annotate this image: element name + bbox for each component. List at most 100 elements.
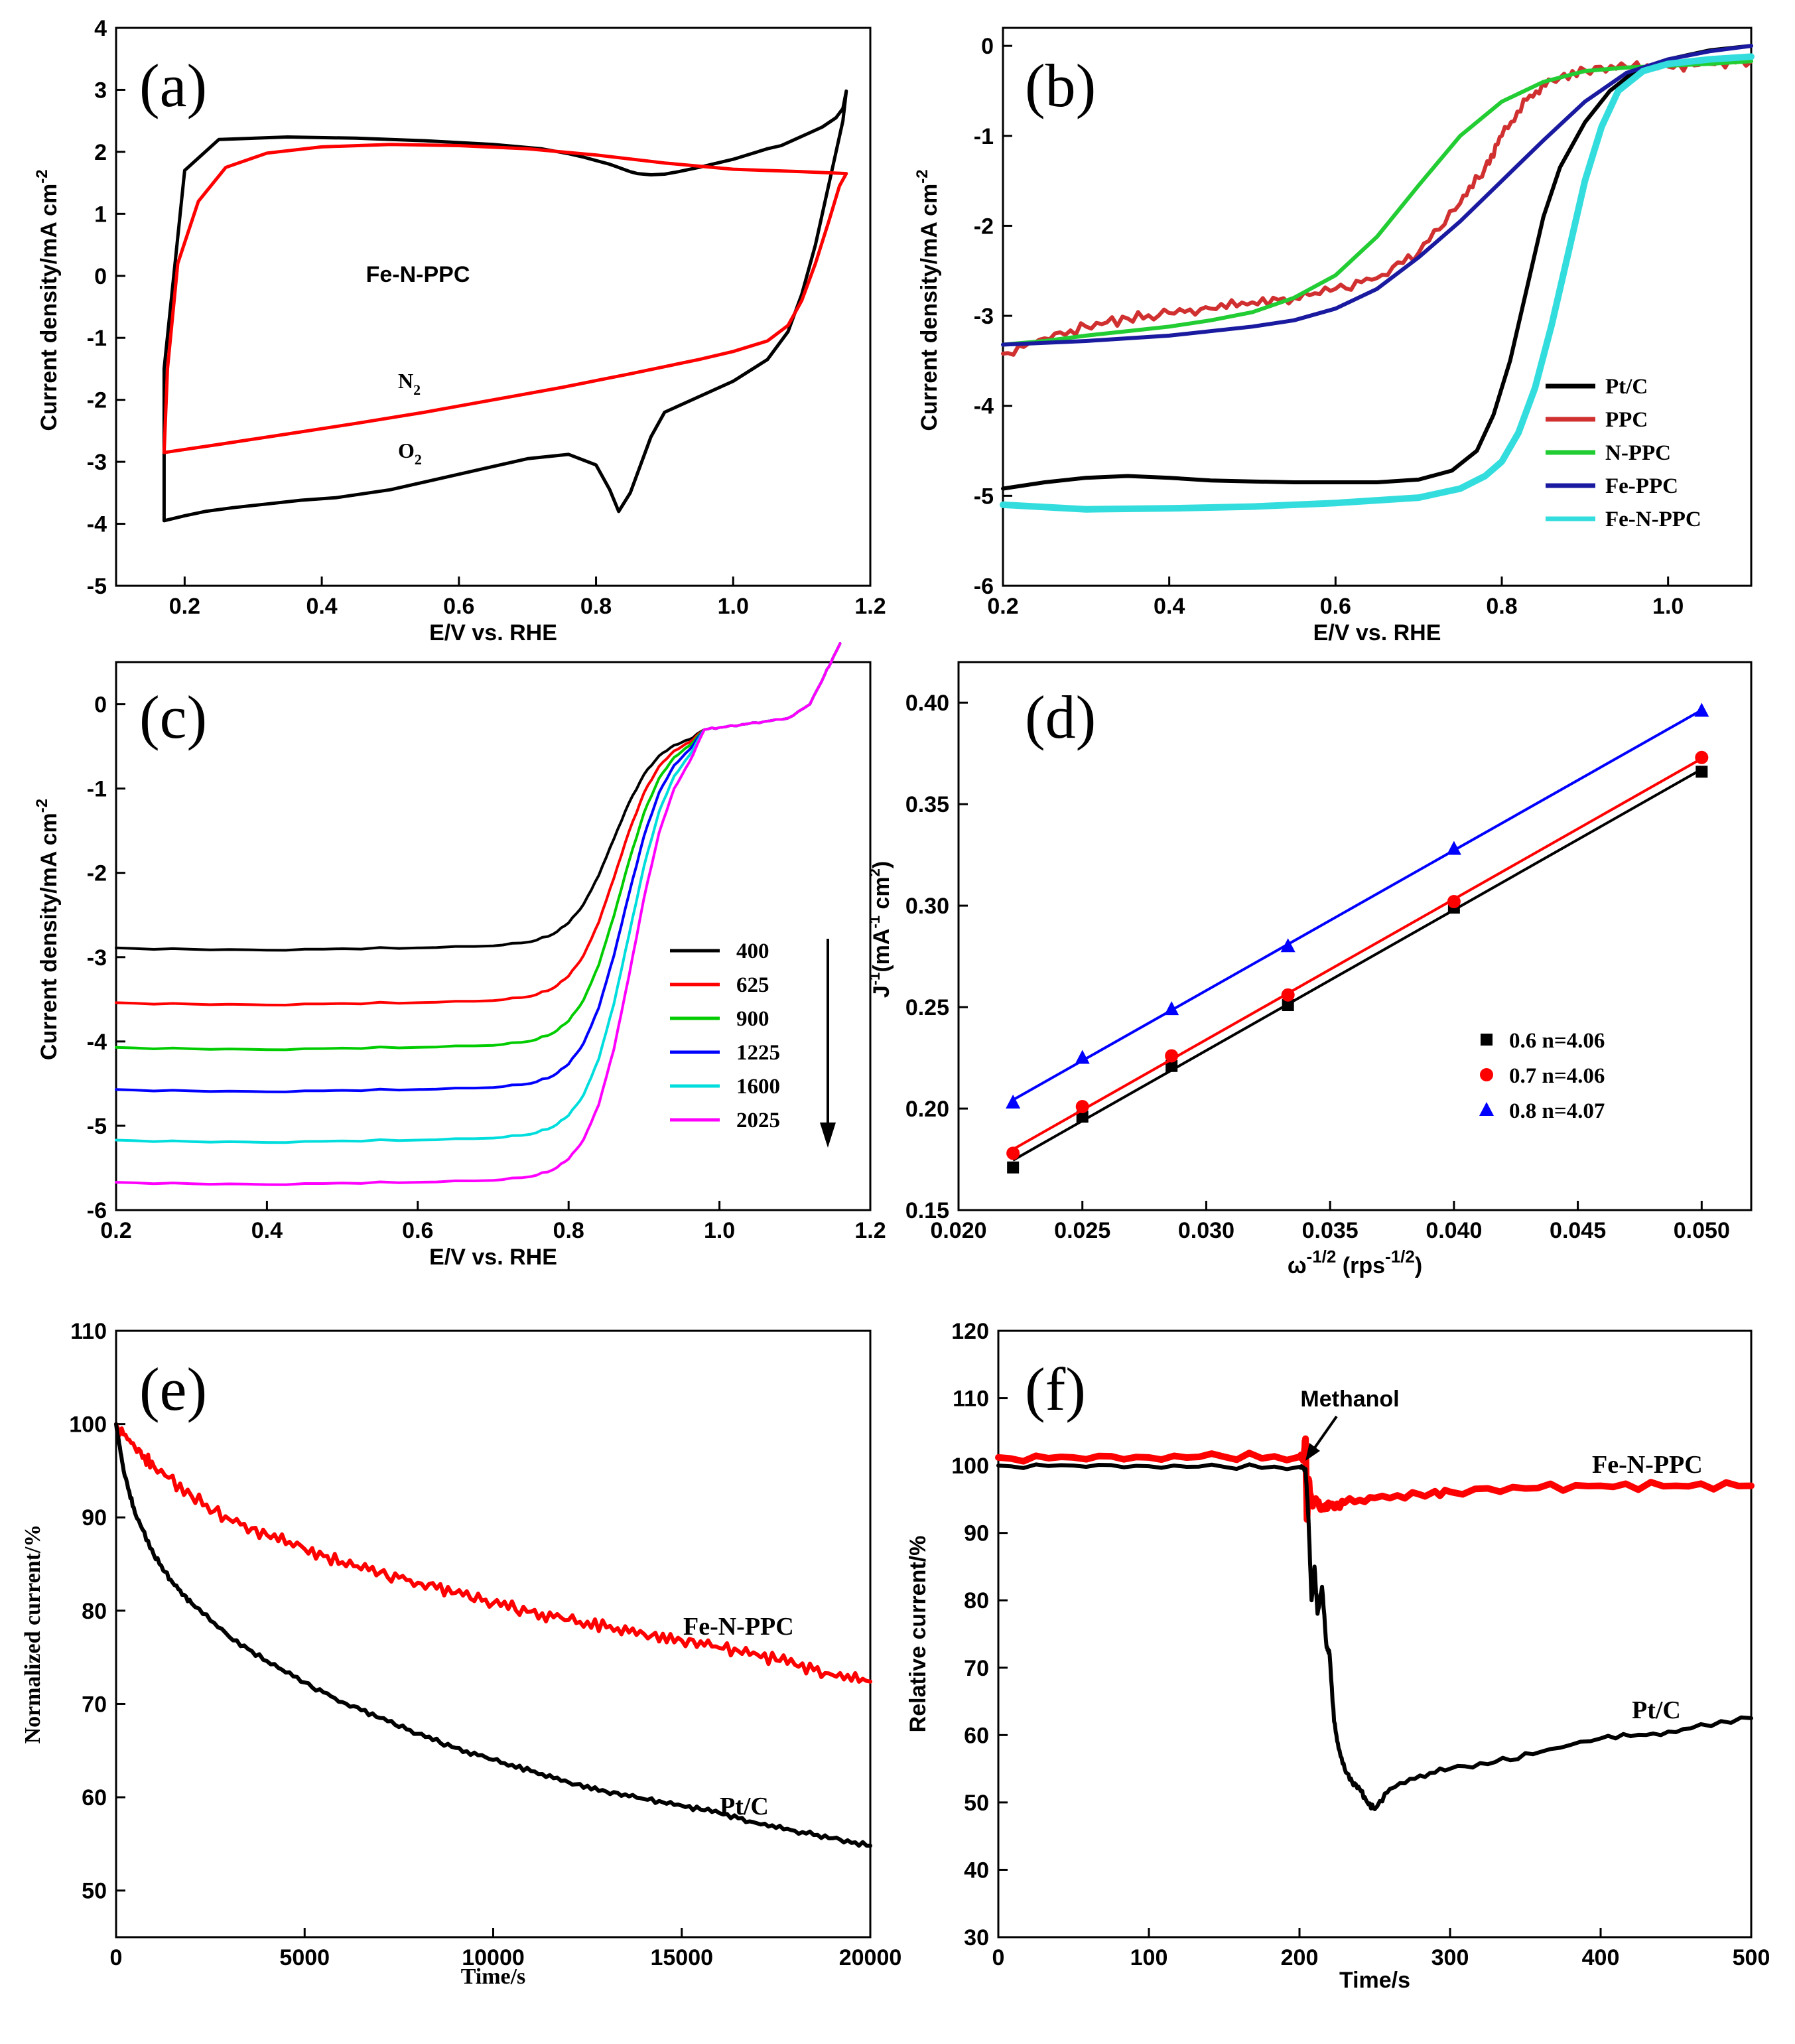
y-tick-label: 0 bbox=[94, 264, 107, 289]
x-tick-label: 500 bbox=[1733, 1945, 1770, 1970]
plot-frame bbox=[997, 1329, 1753, 1939]
legend-label: 1600 bbox=[736, 1075, 780, 1099]
fit-line bbox=[1012, 757, 1703, 1151]
x-tick-label: 0.8 bbox=[1486, 594, 1517, 619]
data-point-square bbox=[1007, 1161, 1020, 1174]
series-line-ptc bbox=[114, 1422, 872, 1848]
x-tick-label: 1.0 bbox=[704, 1218, 735, 1243]
series-line-fe-ppc bbox=[1001, 44, 1753, 347]
panel-label: (f) bbox=[1025, 1355, 1086, 1423]
series-line-o2 bbox=[162, 89, 848, 523]
x-axis-label: E/V vs. RHE bbox=[429, 620, 557, 646]
panel-label: (c) bbox=[139, 683, 207, 751]
data-point-circle bbox=[1165, 1049, 1179, 1063]
panel-b: 0.2 0.4 0.6 0.8 1.0 -6 -5 -4 -3 -2 -1 0 (b) Pt/C PPC N-… bbox=[913, 27, 1755, 646]
data-point-triangle bbox=[1075, 1050, 1090, 1064]
y-tick-label: 110 bbox=[953, 1387, 989, 1412]
methanol-arrow-head bbox=[1305, 1443, 1320, 1461]
panel-a: 0.2 0.4 0.6 0.8 1.0 1.2 -5 -4 -3 -2 -1 0 1 2 3 4 (a) Fe-N… bbox=[33, 16, 886, 646]
x-tick-label: 1.0 bbox=[718, 594, 749, 619]
series-line-1600 bbox=[115, 642, 842, 1144]
panel-label: (a) bbox=[139, 52, 207, 119]
y-tick-label: -1 bbox=[87, 326, 107, 351]
data-point-square bbox=[1695, 766, 1708, 778]
legend-label: 0.6 n=4.06 bbox=[1509, 1029, 1605, 1053]
y-axis-label: Current density/mA cm-2 bbox=[33, 169, 62, 431]
y-tick-label: 70 bbox=[82, 1692, 107, 1717]
y-tick-label: -2 bbox=[87, 861, 107, 886]
data-point-circle bbox=[1075, 1099, 1089, 1113]
y-axis-label: J-1(mA-1 cm2) bbox=[866, 861, 894, 998]
series-line-fe-n-ppc bbox=[995, 1435, 1755, 1523]
x-tick-label: 0.6 bbox=[402, 1218, 433, 1243]
legend-label: 2025 bbox=[736, 1109, 780, 1132]
series-line-1225 bbox=[115, 642, 842, 1093]
y-tick-label: 40 bbox=[964, 1858, 989, 1883]
data-point-square bbox=[1076, 1111, 1089, 1123]
legend-label: 400 bbox=[736, 939, 769, 963]
legend-label: Pt/C bbox=[1605, 375, 1648, 399]
series-line-400 bbox=[115, 642, 842, 952]
x-tick-label: 5000 bbox=[279, 1945, 330, 1970]
y-tick-label: 0.35 bbox=[905, 792, 949, 817]
y-tick-label: -5 bbox=[87, 1114, 107, 1139]
legend-marker bbox=[1480, 1068, 1493, 1081]
data-point-triangle bbox=[1446, 841, 1461, 855]
annotation-ptc: Pt/C bbox=[720, 1793, 769, 1820]
x-tick-label: 0.050 bbox=[1674, 1218, 1730, 1243]
legend-label: Fe-PPC bbox=[1605, 474, 1678, 498]
legend-label: 900 bbox=[736, 1007, 769, 1031]
series-line-n-ppc bbox=[1001, 59, 1753, 347]
x-tick-label: 200 bbox=[1281, 1945, 1319, 1970]
series-line-ppc bbox=[1001, 56, 1753, 357]
x-tick-label: 0.8 bbox=[553, 1218, 584, 1243]
x-tick-label: 400 bbox=[1582, 1945, 1620, 1970]
series-line-900 bbox=[115, 642, 842, 1052]
y-tick-label: 110 bbox=[70, 1319, 107, 1344]
panel-e: 0 5000 10000 15000 20000 50 60 70 80 90 100 110 (e) F… bbox=[21, 1319, 901, 1989]
data-point-square bbox=[1282, 999, 1294, 1012]
y-tick-label: 0.40 bbox=[905, 691, 949, 716]
methanol-arrow-shaft bbox=[1312, 1415, 1338, 1451]
y-tick-label: -3 bbox=[87, 450, 107, 475]
x-tick-label: 0.030 bbox=[1178, 1218, 1234, 1243]
y-axis-label: Current density/mA cm-2 bbox=[913, 169, 942, 431]
y-tick-label: -4 bbox=[974, 394, 994, 419]
panel-label: (b) bbox=[1025, 52, 1096, 119]
data-point-circle bbox=[1006, 1146, 1020, 1160]
y-tick-label: 3 bbox=[94, 78, 107, 103]
x-tick-label: 1.0 bbox=[1652, 594, 1684, 619]
legend-label: N-PPC bbox=[1605, 441, 1671, 465]
x-tick-label: 0.020 bbox=[930, 1218, 986, 1243]
data-point-triangle bbox=[1164, 1001, 1179, 1016]
plot-frame bbox=[1002, 27, 1753, 587]
y-tick-label: 0.25 bbox=[905, 995, 949, 1020]
plot-frame bbox=[957, 661, 1753, 1211]
data-point-triangle bbox=[1694, 703, 1709, 717]
x-tick-label: 0.8 bbox=[580, 594, 612, 619]
annotation-methanol: Methanol bbox=[1300, 1387, 1399, 1412]
y-tick-label: 90 bbox=[964, 1521, 989, 1546]
legend-label: 0.7 n=4.06 bbox=[1509, 1064, 1605, 1088]
x-tick-label: 1.2 bbox=[854, 1218, 886, 1243]
y-tick-label: -3 bbox=[87, 945, 107, 971]
data-point-circle bbox=[1447, 894, 1461, 908]
y-tick-label: 0 bbox=[981, 34, 994, 59]
y-tick-label: -5 bbox=[87, 574, 107, 599]
annotation-fe-n-ppc: Fe-N-PPC bbox=[1592, 1451, 1703, 1479]
series-line-2025 bbox=[115, 642, 842, 1186]
y-tick-label: -1 bbox=[87, 777, 107, 802]
series-line-ptc bbox=[1001, 44, 1753, 491]
x-tick-label: 0.035 bbox=[1302, 1218, 1359, 1243]
panel-f: 0 100 200 300 400 500 30 40 50 60 70 80 90 100 110 120 (… bbox=[905, 1319, 1770, 1993]
panel-d: 0.020 0.025 0.030 0.035 0.040 0.045 0.050 0.15 0… bbox=[866, 661, 1753, 1278]
y-tick-label: 1 bbox=[94, 202, 107, 227]
data-point-triangle bbox=[1280, 938, 1296, 953]
x-axis-label: E/V vs. RHE bbox=[1313, 620, 1441, 646]
panel-c: 0.2 0.4 0.6 0.8 1.0 1.2 -6 -5 -4 -3 -2 -1 0 (c) 400 625… bbox=[33, 642, 886, 1270]
x-axis-label: E/V vs. RHE bbox=[429, 1245, 557, 1270]
y-tick-label: 50 bbox=[82, 1879, 107, 1904]
x-tick-label: 20000 bbox=[839, 1945, 902, 1970]
panel-label: (e) bbox=[139, 1355, 207, 1423]
